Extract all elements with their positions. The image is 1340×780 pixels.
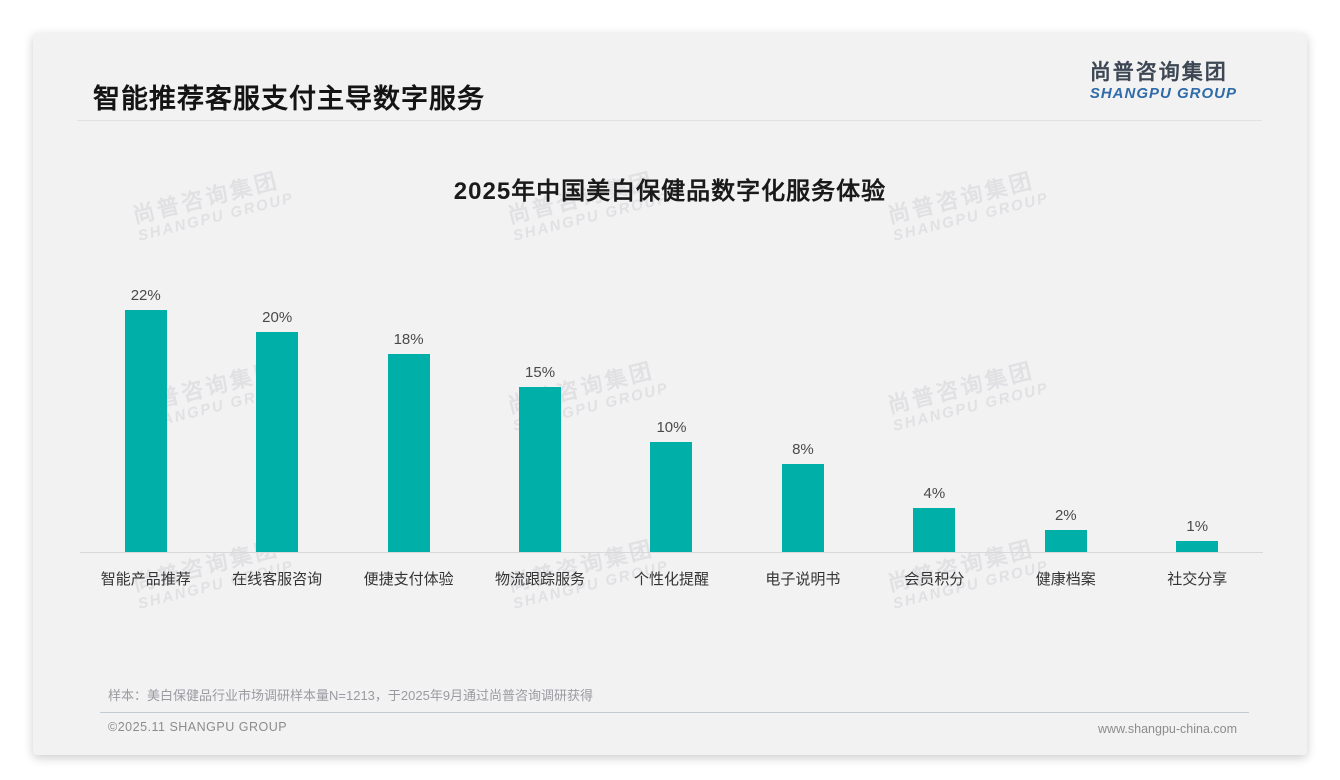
category-label: 健康档案 — [1035, 571, 1096, 588]
bar — [387, 354, 430, 552]
footer-divider — [100, 712, 1249, 713]
bar — [1176, 541, 1219, 552]
slide-card: 尚普咨询集团 SHANGPU GROUP 尚普咨询集团 SHANGPU GROU… — [33, 33, 1307, 755]
bar-column: 1% — [1132, 518, 1263, 552]
copyright-text: ©2025.11 SHANGPU GROUP — [108, 720, 288, 734]
company-logo: 尚普咨询集团 SHANGPU GROUP — [1090, 61, 1237, 102]
website-link[interactable]: www.shangpu-china.com — [1098, 722, 1237, 736]
header-divider — [77, 120, 1262, 121]
bar-column: 10% — [606, 419, 737, 552]
bar-value-label: 1% — [1186, 518, 1209, 535]
bar-column: 8% — [737, 441, 868, 552]
bar-column: 4% — [869, 485, 1000, 552]
category-label: 会员积分 — [904, 571, 965, 588]
bar-value-label: 2% — [1054, 507, 1077, 524]
bar-value-label: 4% — [923, 485, 946, 502]
category-label: 在线客服咨询 — [232, 571, 323, 588]
bar — [124, 310, 167, 552]
bar-column: 15% — [474, 364, 605, 552]
chart-title: 2025年中国美白保健品数字化服务体验 — [453, 178, 887, 205]
category-axis: 智能产品推荐 在线客服咨询 便捷支付体验 物流跟踪服务 个性化提醒 电子说明书 … — [80, 568, 1263, 589]
bar-column: 20% — [211, 309, 342, 552]
bar — [519, 387, 562, 552]
bar-column: 2% — [1000, 507, 1131, 552]
bar-value-label: 8% — [792, 441, 814, 458]
bar-value-label: 10% — [656, 419, 687, 436]
bar-column: 18% — [343, 331, 474, 552]
bar — [781, 464, 824, 552]
sample-note: 样本：美白保健品行业市场调研样本量N=1213，于2025年9月通过尚普咨询调研… — [108, 688, 594, 703]
bar-value-label: 20% — [262, 309, 293, 326]
bar-chart: 22% 20% 18% 15% 10% 8% 4% 2% 1% — [80, 273, 1263, 553]
bar-column: 22% — [80, 287, 211, 552]
bar-value-label: 22% — [130, 287, 161, 304]
logo-chinese-name: 尚普咨询集团 — [1089, 61, 1228, 84]
page-title: 智能推荐客服支付主导数字服务 — [93, 84, 485, 114]
category-label: 物流跟踪服务 — [495, 571, 586, 588]
category-label: 电子说明书 — [765, 571, 841, 588]
bar — [256, 332, 299, 552]
bar — [913, 508, 956, 552]
logo-english-name: SHANGPU GROUP — [1089, 85, 1237, 103]
bar — [650, 442, 693, 552]
bar-value-label: 15% — [525, 364, 556, 381]
category-label: 社交分享 — [1167, 571, 1228, 588]
category-label: 便捷支付体验 — [363, 571, 454, 588]
bar-value-label: 18% — [393, 331, 424, 348]
category-label: 智能产品推荐 — [100, 571, 191, 588]
bar — [1044, 530, 1087, 552]
category-label: 个性化提醒 — [633, 571, 709, 588]
